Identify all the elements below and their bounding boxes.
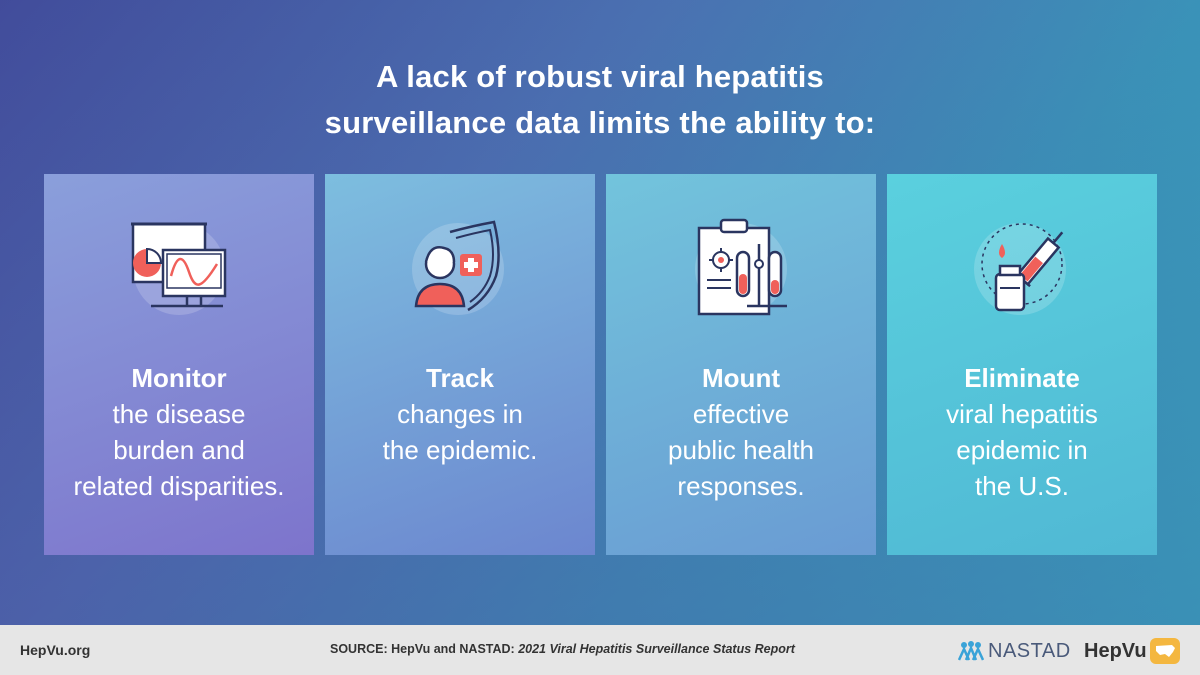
card-eliminate: Eliminate viral hepatitis epidemic in th… xyxy=(887,174,1157,555)
nastad-people-icon xyxy=(958,641,984,661)
footer-site-link[interactable]: HepVu.org xyxy=(20,642,91,658)
card-mount-line-1: effective xyxy=(692,399,790,429)
card-monitor-title: Monitor xyxy=(131,363,227,393)
footer-bar: HepVu.org SOURCE: HepVu and NASTAD: 2021… xyxy=(0,625,1200,675)
hepvu-logo-text: HepVu xyxy=(1084,639,1147,662)
footer-source-prefix: SOURCE: HepVu and NASTAD: xyxy=(330,642,519,656)
card-monitor: Monitor the disease burden and related d… xyxy=(44,174,314,555)
card-mount-title: Mount xyxy=(702,363,780,393)
headline-line-1: A lack of robust viral hepatitis xyxy=(376,59,824,94)
syringe-vial-icon xyxy=(972,214,1072,324)
card-track-line-2: the epidemic. xyxy=(382,435,538,465)
card-eliminate-line-2: epidemic in xyxy=(956,435,1088,465)
card-monitor-line-3: related disparities. xyxy=(73,471,285,501)
headline-line-2: surveillance data limits the ability to: xyxy=(324,105,876,140)
card-mount-text: Mount effective public health responses. xyxy=(606,360,876,504)
card-eliminate-line-1: viral hepatitis xyxy=(946,399,1098,429)
card-eliminate-title: Eliminate xyxy=(964,363,1080,393)
card-track-title: Track xyxy=(426,363,494,393)
lab-clipboard-icon xyxy=(691,214,791,324)
hepvu-logo: HepVu xyxy=(1084,637,1180,665)
card-mount-line-3: responses. xyxy=(677,471,805,501)
person-shield-icon xyxy=(410,214,510,324)
card-mount-line-2: public health xyxy=(668,435,814,465)
headline: A lack of robust viral hepatitis surveil… xyxy=(0,54,1200,146)
us-map-icon xyxy=(1155,645,1175,657)
card-eliminate-text: Eliminate viral hepatitis epidemic in th… xyxy=(887,360,1157,504)
nastad-logo-text: NASTAD xyxy=(988,639,1071,662)
card-track-text: Track changes in the epidemic. xyxy=(325,360,595,468)
card-monitor-line-1: the disease xyxy=(112,399,246,429)
card-track: Track changes in the epidemic. xyxy=(325,174,595,555)
card-row: Monitor the disease burden and related d… xyxy=(44,174,1157,555)
card-monitor-text: Monitor the disease burden and related d… xyxy=(44,360,314,504)
hepvu-map-badge xyxy=(1149,638,1180,664)
footer-source: SOURCE: HepVu and NASTAD: 2021 Viral Hep… xyxy=(330,642,890,656)
nastad-logo: NASTAD xyxy=(958,637,1071,665)
card-eliminate-line-3: the U.S. xyxy=(975,471,1069,501)
card-track-line-1: changes in xyxy=(397,399,523,429)
footer-source-title: 2021 Viral Hepatitis Surveillance Status… xyxy=(518,642,795,656)
monitor-chart-icon xyxy=(129,214,229,324)
card-monitor-line-2: burden and xyxy=(113,435,245,465)
card-mount: Mount effective public health responses. xyxy=(606,174,876,555)
